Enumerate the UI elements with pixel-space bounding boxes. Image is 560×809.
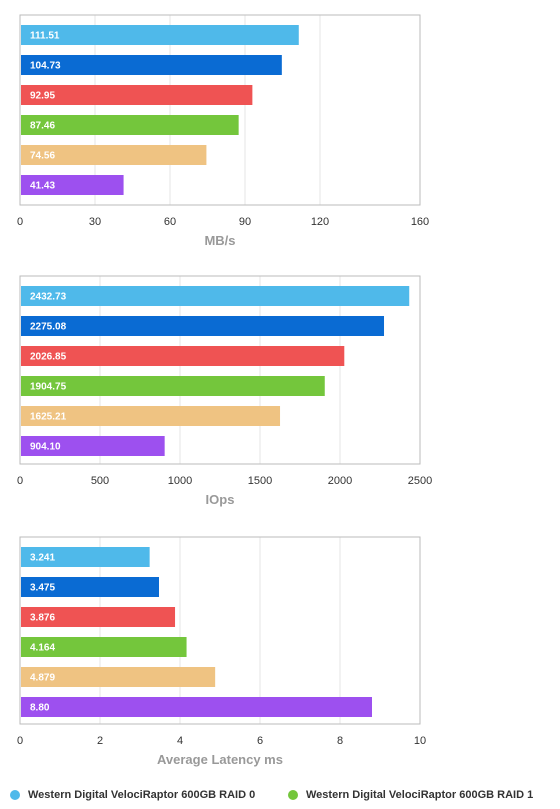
- tick-label: 30: [89, 216, 101, 228]
- tick-label: 2500: [408, 475, 432, 487]
- plot-frame: [19, 536, 421, 725]
- tick-label: 500: [91, 475, 109, 487]
- bar-label: 4.879: [30, 673, 55, 684]
- tick-label: 60: [164, 216, 176, 228]
- bar: [21, 637, 187, 657]
- bar: [21, 316, 385, 336]
- axis-title: Average Latency ms: [157, 752, 283, 767]
- axis-title: IOps: [206, 492, 235, 507]
- legend-swatch-raid1: [288, 790, 298, 800]
- bar-label: 1625.21: [30, 412, 67, 423]
- bar-label: 4.164: [30, 643, 55, 654]
- tick-label: 1500: [248, 475, 272, 487]
- bar: [21, 286, 410, 306]
- plot-frame: [19, 14, 421, 206]
- bar-label: 2432.73: [30, 292, 67, 303]
- bar-label: 74.56: [30, 151, 55, 162]
- bar: [21, 607, 176, 627]
- tick-label: 8: [337, 735, 343, 747]
- bar: [21, 346, 345, 366]
- bar: [21, 175, 124, 195]
- bar-label: 2026.85: [30, 352, 67, 363]
- chart-2: 2432.73 2275.08 2026.85 1904.75 1625.21 904.1…: [17, 275, 432, 507]
- tick-label: 10: [414, 735, 426, 747]
- legend-swatch-raid0: [10, 790, 20, 800]
- bar-label: 41.43: [30, 181, 55, 192]
- bar: [21, 406, 281, 426]
- tick-label: 6: [257, 735, 263, 747]
- chart-3: 3.241 3.475 3.876 4.164 4.879 8.80 0 2 4 6 8 10 Aver…: [17, 536, 426, 767]
- bar-label: 3.241: [30, 553, 55, 564]
- bar: [21, 697, 372, 717]
- bar-label: 3.475: [30, 583, 55, 594]
- bar: [21, 25, 299, 45]
- legend-label-raid0: Western Digital VelociRaptor 600GB RAID …: [28, 789, 256, 801]
- bar-label: 104.73: [30, 61, 61, 72]
- legend: Western Digital VelociRaptor 600GB RAID …: [0, 789, 560, 809]
- bar-label: 1904.75: [30, 382, 67, 393]
- bar: [21, 577, 159, 597]
- axis-title: MB/s: [204, 233, 235, 248]
- bar: [21, 85, 253, 105]
- legend-item-raid1[interactable]: Western Digital VelociRaptor 600GB RAID …: [288, 789, 533, 801]
- legend-label-raid1: Western Digital VelociRaptor 600GB RAID …: [306, 789, 534, 801]
- tick-label: 2000: [328, 475, 352, 487]
- bar: [21, 436, 165, 456]
- tick-label: 4: [177, 735, 183, 747]
- chart-1: 111.51 104.73 92.95 87.46 74.56 41.43 0 30 60 90 1…: [17, 14, 429, 248]
- bar-label: 8.80: [30, 703, 50, 714]
- tick-label: 0: [17, 475, 23, 487]
- bar: [21, 55, 282, 75]
- legend-item-raid0[interactable]: Western Digital VelociRaptor 600GB RAID …: [10, 789, 255, 801]
- bar: [21, 115, 239, 135]
- bar: [21, 667, 216, 687]
- bar: [21, 145, 207, 165]
- bar-label: 111.51: [30, 31, 60, 42]
- tick-label: 160: [411, 216, 429, 228]
- tick-label: 2: [97, 735, 103, 747]
- bar-label: 904.10: [30, 442, 61, 453]
- bar: [21, 547, 150, 567]
- tick-label: 0: [17, 735, 23, 747]
- bar-label: 3.876: [30, 613, 55, 624]
- tick-label: 120: [311, 216, 329, 228]
- tick-label: 90: [239, 216, 251, 228]
- plot-frame: [19, 275, 421, 465]
- bar-label: 2275.08: [30, 322, 67, 333]
- bar-label: 87.46: [30, 121, 55, 132]
- bar: [21, 376, 325, 396]
- bar-label: 92.95: [30, 91, 55, 102]
- tick-label: 0: [17, 216, 23, 228]
- tick-label: 1000: [168, 475, 192, 487]
